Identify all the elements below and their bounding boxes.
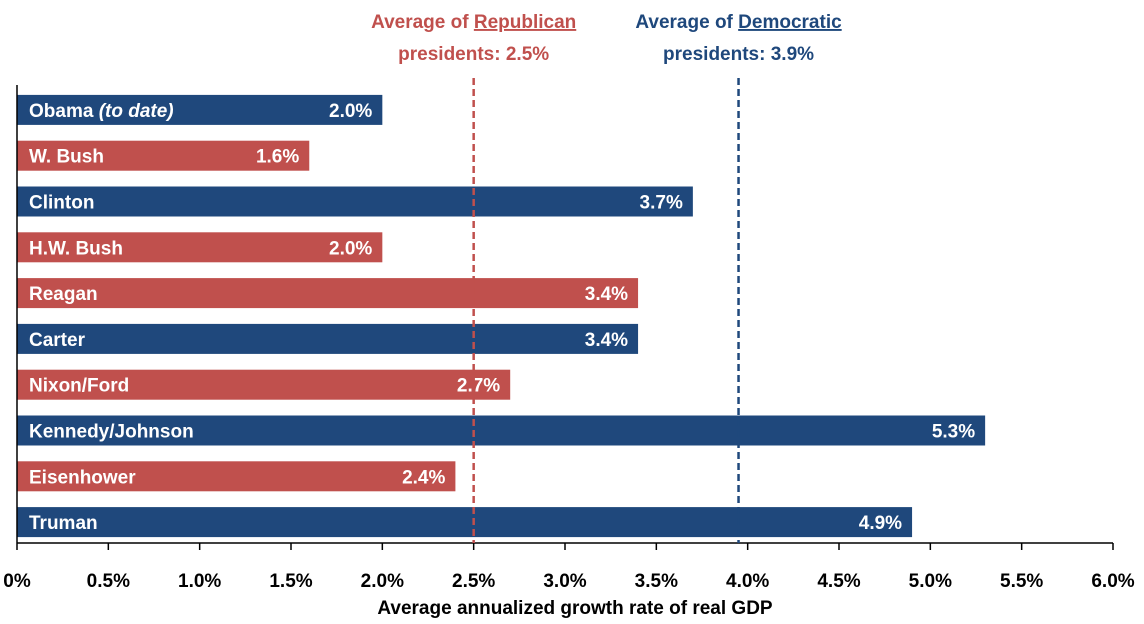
bar-kennedy-johnson [17, 415, 986, 446]
bar-value-label: 1.6% [256, 147, 299, 168]
bar-value-label: 2.7% [457, 376, 500, 397]
x-tick-label: 2.5% [452, 571, 495, 592]
bar-value-label: 2.4% [402, 467, 445, 488]
x-tick-label: 6.0% [1091, 571, 1134, 592]
bar-clinton [17, 186, 693, 217]
bar-reagan [17, 278, 639, 309]
x-tick-label: 4.0% [726, 571, 769, 592]
bar-truman [17, 507, 913, 538]
bar-category-label: Clinton [29, 193, 94, 214]
avg-label-democratic-line1: Average of Democratic [635, 12, 842, 33]
x-tick-label: 3.0% [543, 571, 586, 592]
bar-value-label: 5.3% [932, 422, 975, 443]
x-axis-title: Average annualized growth rate of real G… [377, 598, 773, 619]
x-tick-label: 1.5% [269, 571, 312, 592]
bar-category-label: W. Bush [29, 147, 104, 168]
x-tick-label: 3.5% [635, 571, 678, 592]
x-tick-label: 2.0% [361, 571, 404, 592]
bar-category-label: Reagan [29, 284, 98, 305]
bar-value-label: 3.4% [585, 330, 628, 351]
bar-eisenhower [17, 461, 456, 492]
bar-category-label: Carter [29, 330, 86, 351]
bar-category-label: Eisenhower [29, 467, 136, 488]
bar-value-label: 3.7% [640, 193, 683, 214]
avg-label-republican-line2: presidents: 2.5% [398, 44, 549, 65]
bar-value-label: 2.0% [329, 101, 372, 122]
x-tick-label: 0.5% [87, 571, 130, 592]
bar-category-label: Truman [29, 513, 98, 534]
bar-nixon-ford [17, 369, 511, 400]
bar-carter [17, 323, 639, 354]
bar-obama [17, 94, 383, 125]
avg-label-republican-line1: Average of Republican [371, 12, 576, 33]
bar-category-label: Nixon/Ford [29, 376, 129, 397]
x-tick-label: 1.0% [178, 571, 221, 592]
bar-w-bush [17, 140, 310, 171]
bar-value-label: 2.0% [329, 238, 372, 259]
x-tick-label: 4.5% [817, 571, 860, 592]
x-tick-label: 0% [3, 571, 31, 592]
bar-category-label: H.W. Bush [29, 238, 123, 259]
x-tick-label: 5.5% [1000, 571, 1043, 592]
avg-label-democratic-line2: presidents: 3.9% [663, 44, 814, 65]
bar-value-label: 4.9% [859, 513, 902, 534]
bar-category-label: Obama (to date) [29, 101, 174, 122]
bar-value-label: 3.4% [585, 284, 628, 305]
bar-category-label: Kennedy/Johnson [29, 422, 194, 443]
x-tick-label: 5.0% [909, 571, 952, 592]
bar-h-w-bush [17, 232, 383, 263]
